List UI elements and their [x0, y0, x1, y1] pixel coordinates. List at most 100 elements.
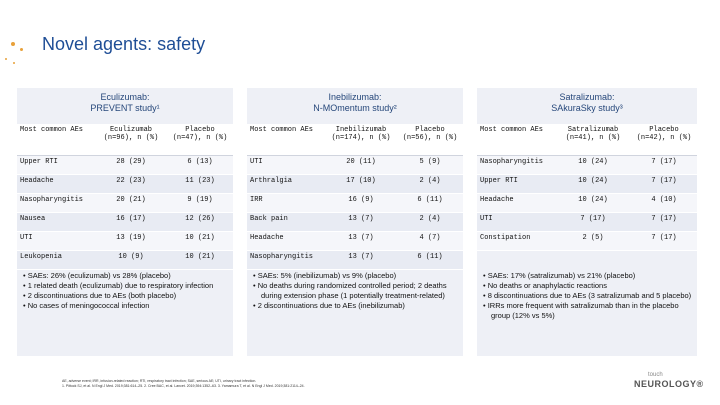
table-cell: 13 (19): [95, 231, 167, 251]
table-cell: 7 (17): [631, 174, 697, 194]
table-cell: 4 (7): [397, 231, 463, 251]
drug-name: Eculizumab:: [100, 92, 150, 102]
table-row: Nasopharyngitis 10 (24) 7 (17): [477, 155, 697, 175]
page-title: Novel agents: safety: [42, 34, 206, 54]
satralizumab-panel: Satralizumab: SAkuraSky study³ Most comm…: [477, 88, 697, 356]
header-cell: Placebo (n=56), n (%): [397, 124, 463, 156]
table-header-row: Most common AEs Inebilizumab (n=174), n …: [247, 124, 463, 156]
table-cell: 2 (4): [397, 174, 463, 194]
table-row: Nausea 16 (17) 12 (26): [17, 212, 233, 232]
satralizumab-notes: • SAEs: 17% (satralizumab) vs 21% (place…: [483, 271, 695, 321]
list-item: • IRRs more frequent with satralizumab t…: [483, 301, 679, 320]
table-cell: Leukopenia: [17, 250, 95, 270]
logo-small-text: touch: [648, 372, 663, 378]
logo-big-text: NEUROLOGY®: [634, 379, 704, 389]
table-row: UTI 7 (17) 7 (17): [477, 212, 697, 232]
note-text: SAEs: 5% (inebilizumab) vs 9% (placebo): [257, 271, 397, 280]
list-item: • No deaths or anaphylactic reactions: [483, 281, 607, 290]
list-item: • 2 discontinuations due to AEs (inebili…: [253, 301, 405, 310]
table-cell: 2 (4): [397, 212, 463, 232]
inebilizumab-panel: Inebilizumab: N-MOmentum study² Most com…: [247, 88, 463, 356]
table-cell: 17 (10): [325, 174, 397, 194]
decorative-dot: [20, 48, 23, 51]
list-item: • SAEs: 17% (satralizumab) vs 21% (place…: [483, 271, 636, 280]
table-cell: 16 (17): [95, 212, 167, 232]
table-cell: UTI: [247, 155, 325, 175]
references: 1. Pittock SJ, et al. N Engl J Med. 2019…: [62, 384, 305, 388]
header-cell: Inebilizumab (n=174), n (%): [325, 124, 397, 156]
note-text: No deaths or anaphylactic reactions: [487, 281, 607, 290]
header-cell: Placebo (n=42), n (%): [631, 124, 697, 156]
table-row: Upper RTI 10 (24) 7 (17): [477, 174, 697, 194]
table-row: IRR 16 (9) 6 (11): [247, 193, 463, 213]
decorative-dot: [13, 62, 15, 64]
note-text: No deaths during randomized controlled p…: [257, 281, 447, 300]
table-cell: Upper RTI: [477, 174, 555, 194]
inebilizumab-header: Inebilizumab: N-MOmentum study²: [247, 88, 463, 128]
study-name: SAkuraSky study³: [551, 103, 623, 113]
table-row: Headache 22 (23) 11 (23): [17, 174, 233, 194]
inebilizumab-notes: • SAEs: 5% (inebilizumab) vs 9% (placebo…: [253, 271, 458, 311]
table-row: Headache 10 (24) 4 (10): [477, 193, 697, 213]
list-item: • 1 related death (eculizumab) due to re…: [23, 281, 214, 290]
header-cell: Most common AEs: [17, 124, 95, 156]
table-cell: 7 (17): [631, 212, 697, 232]
table-row: Nasopharyngitis 20 (21) 9 (19): [17, 193, 233, 213]
note-text: 2 discontinuations due to AEs (both plac…: [27, 291, 177, 300]
header-cell: Most common AEs: [247, 124, 325, 156]
table-cell: 6 (11): [397, 250, 463, 270]
table-header-row: Most common AEs Eculizumab (n=96), n (%)…: [17, 124, 233, 156]
table-cell: 6 (13): [167, 155, 233, 175]
table-cell: 28 (29): [95, 155, 167, 175]
study-name: N-MOmentum study²: [313, 103, 397, 113]
table-cell: Nausea: [17, 212, 95, 232]
table-row: UTI 13 (19) 10 (21): [17, 231, 233, 251]
table-cell: 13 (7): [325, 212, 397, 232]
inebilizumab-ae-table: Most common AEs Inebilizumab (n=174), n …: [247, 124, 463, 270]
note-text: SAEs: 26% (eculizumab) vs 28% (placebo): [27, 271, 171, 280]
list-item: • No deaths during randomized controlled…: [253, 281, 447, 300]
note-text: 8 discontinuations due to AEs (3 satrali…: [487, 291, 692, 300]
table-cell: IRR: [247, 193, 325, 213]
table-cell: Headache: [477, 193, 555, 213]
table-cell: 5 (9): [397, 155, 463, 175]
table-header-row: Most common AEs Satralizumab (n=41), n (…: [477, 124, 697, 156]
table-cell: 7 (17): [631, 155, 697, 175]
table-row: Nasopharyngitis 13 (7) 6 (11): [247, 250, 463, 270]
list-item: • 8 discontinuations due to AEs (3 satra…: [483, 291, 692, 300]
note-text: No cases of meningococcal infection: [27, 301, 150, 310]
table-cell: Nasopharyngitis: [247, 250, 325, 270]
study-name: PREVENT study¹: [90, 103, 160, 113]
eculizumab-notes: • SAEs: 26% (eculizumab) vs 28% (placebo…: [23, 271, 223, 311]
decorative-dot: [11, 42, 15, 46]
abbreviations: AE, adverse event; IRR, infusion-related…: [62, 379, 257, 383]
table-cell: Nasopharyngitis: [477, 155, 555, 175]
table-cell: 16 (9): [325, 193, 397, 213]
table-cell: Upper RTI: [17, 155, 95, 175]
list-item: • SAEs: 26% (eculizumab) vs 28% (placebo…: [23, 271, 171, 280]
table-row: Back pain 13 (7) 2 (4): [247, 212, 463, 232]
table-cell: 10 (21): [167, 231, 233, 251]
table-cell: 11 (23): [167, 174, 233, 194]
table-cell: Constipation: [477, 231, 555, 251]
footnotes: AE, adverse event; IRR, infusion-related…: [62, 379, 582, 389]
table-cell: 13 (7): [325, 231, 397, 251]
table-cell: 22 (23): [95, 174, 167, 194]
table-row: Constipation 2 (5) 7 (17): [477, 231, 697, 251]
table-cell: Headache: [17, 174, 95, 194]
satralizumab-ae-table: Most common AEs Satralizumab (n=41), n (…: [477, 124, 697, 251]
table-cell: 13 (7): [325, 250, 397, 270]
table-row: UTI 20 (11) 5 (9): [247, 155, 463, 175]
note-text: IRRs more frequent with satralizumab tha…: [487, 301, 679, 320]
eculizumab-header: Eculizumab: PREVENT study¹: [17, 88, 233, 128]
table-cell: 10 (21): [167, 250, 233, 270]
decorative-dot: [5, 58, 7, 60]
table-cell: 4 (10): [631, 193, 697, 213]
touch-neurology-logo: touch NEUROLOGY®: [634, 371, 704, 389]
note-text: 2 discontinuations due to AEs (inebilizu…: [257, 301, 405, 310]
table-cell: 7 (17): [631, 231, 697, 251]
table-cell: 20 (21): [95, 193, 167, 213]
table-cell: 20 (11): [325, 155, 397, 175]
table-cell: 10 (24): [555, 155, 631, 175]
list-item: • 2 discontinuations due to AEs (both pl…: [23, 291, 177, 300]
